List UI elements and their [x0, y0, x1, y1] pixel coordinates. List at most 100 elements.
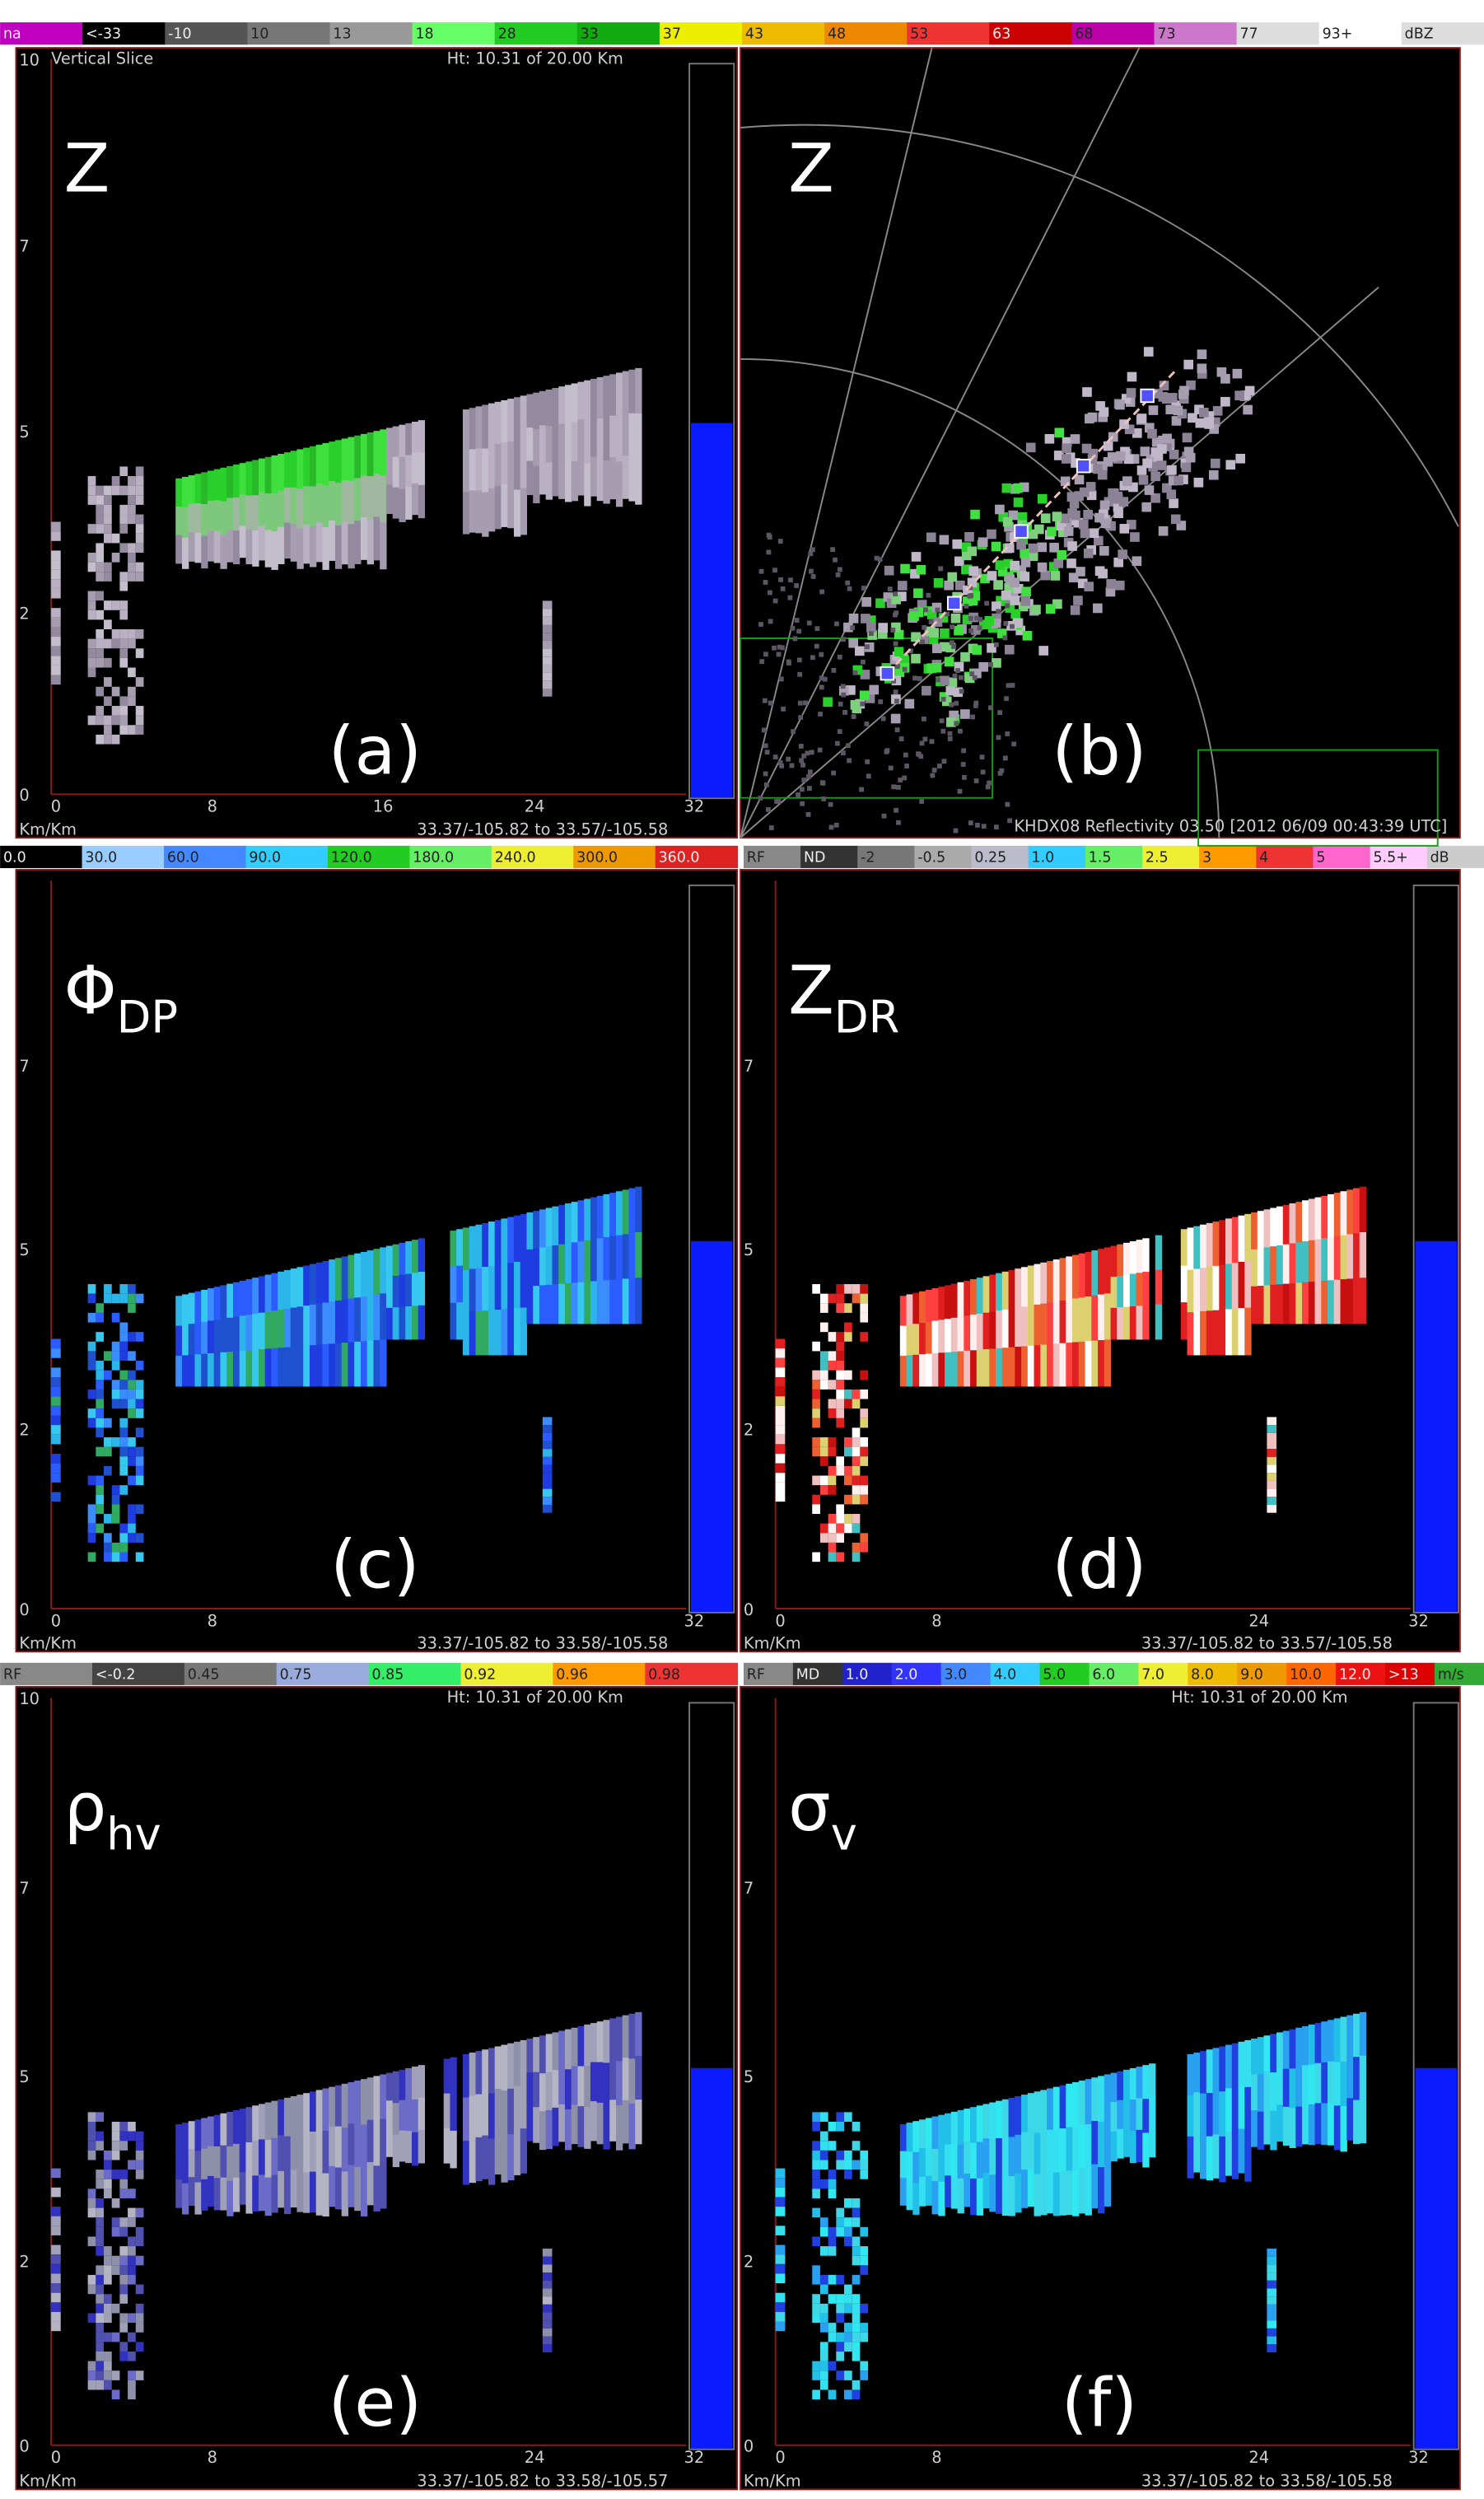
echo [1040, 2090, 1048, 2132]
echo [976, 1349, 984, 1387]
echo [104, 1293, 112, 1304]
echo [128, 2274, 136, 2285]
echo [970, 1350, 978, 1387]
echo [542, 656, 553, 665]
echo [96, 2112, 105, 2122]
echo [1142, 1238, 1150, 1273]
echo [775, 2302, 786, 2312]
echo [1186, 380, 1196, 390]
echo [418, 484, 426, 519]
echo [111, 629, 120, 639]
echo [252, 460, 259, 497]
echo [104, 657, 112, 668]
color-bar-label: 10.0 [1290, 1666, 1322, 1683]
echo [1047, 1343, 1054, 1387]
echo [997, 567, 1008, 577]
echo [96, 2351, 105, 2361]
echo [462, 492, 470, 535]
echo [220, 2177, 227, 2211]
echo [852, 1542, 861, 1553]
echo [135, 2303, 144, 2314]
echo [1088, 448, 1099, 459]
echo [584, 2106, 591, 2149]
echo [96, 591, 105, 601]
echo [513, 1261, 521, 1310]
echo [96, 1494, 105, 1505]
clutter [893, 689, 898, 695]
clutter [940, 728, 946, 734]
echo [526, 2072, 534, 2108]
color-bar-label: ND [804, 849, 825, 866]
x-tick-label: 8 [208, 2448, 217, 2467]
echo [609, 1193, 617, 1237]
echo [181, 476, 189, 508]
cross-section-line [886, 371, 1176, 675]
echo [1117, 1275, 1124, 1309]
clutter [894, 610, 899, 616]
echo [194, 2119, 202, 2152]
echo [296, 1267, 304, 1308]
echo [940, 675, 950, 686]
echo [950, 613, 961, 624]
echo [1340, 2061, 1347, 2108]
clutter [891, 784, 897, 790]
echo [1095, 401, 1105, 411]
echo [1289, 1282, 1296, 1324]
echo [462, 451, 470, 493]
echo [232, 465, 240, 499]
echo [283, 1347, 292, 1387]
echo [354, 1297, 362, 1343]
echo [1057, 549, 1066, 560]
echo [1004, 583, 1015, 593]
y-tick-label: 0 [19, 786, 29, 805]
echo [584, 1282, 591, 1324]
echo [1059, 1343, 1066, 1387]
color-bar-label: 3 [1202, 849, 1211, 866]
zoom-box [740, 637, 994, 799]
echo [1072, 2081, 1080, 2128]
echo [860, 2160, 869, 2170]
clutter [819, 780, 825, 786]
echo [1302, 1241, 1309, 1283]
echo [494, 1310, 502, 1356]
panel-tag: (c) [330, 1526, 419, 1604]
color-bar-label: 37 [663, 26, 681, 43]
echo [111, 1312, 120, 1323]
echo [128, 495, 136, 505]
echo [135, 2131, 144, 2142]
echo [1353, 1278, 1360, 1324]
echo [128, 2313, 136, 2324]
color-swatch [0, 845, 83, 868]
echo [1087, 412, 1098, 423]
echo [119, 1332, 128, 1342]
echo [111, 1552, 120, 1562]
echo [860, 2371, 869, 2380]
echo [1062, 443, 1071, 453]
echo [213, 1287, 222, 1321]
echo [385, 484, 394, 515]
echo [628, 369, 636, 414]
echo [812, 2141, 820, 2151]
echo [558, 2104, 566, 2142]
echo [104, 734, 112, 745]
echo [939, 535, 950, 545]
echo [1149, 2094, 1156, 2127]
echo [1267, 2312, 1277, 2321]
echo [104, 725, 112, 735]
echo [584, 2065, 591, 2108]
echo [577, 1282, 585, 1324]
variable-subscript: v [831, 1808, 857, 1860]
clutter [830, 547, 835, 553]
clutter [996, 609, 1001, 614]
echo [258, 2104, 266, 2141]
echo [1289, 1203, 1296, 1245]
echo [622, 413, 630, 457]
clutter [922, 716, 926, 722]
echo [1219, 1310, 1226, 1356]
clutter [779, 764, 785, 768]
echo [542, 2328, 553, 2337]
clutter [852, 670, 858, 675]
echo [978, 661, 988, 672]
echo [1267, 2280, 1277, 2289]
